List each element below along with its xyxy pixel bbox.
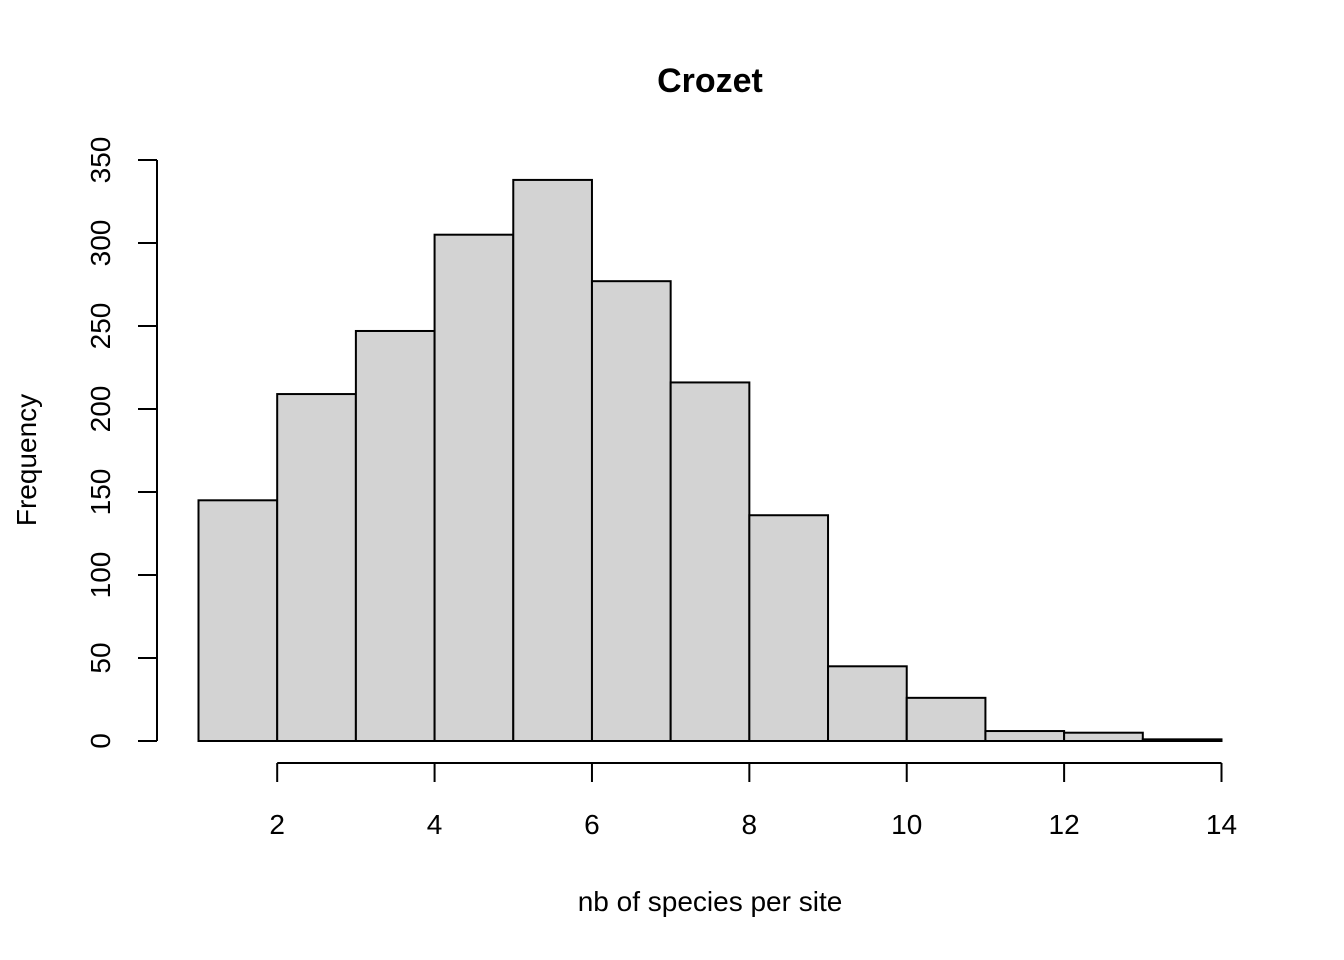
x-tick-label: 6	[584, 809, 600, 840]
x-tick-label: 12	[1049, 809, 1080, 840]
histogram-bar	[748, 514, 830, 742]
histogram-bar	[590, 280, 672, 742]
y-axis-label: Frequency	[11, 394, 42, 526]
y-tick-label: 100	[85, 552, 116, 599]
histogram-bar	[905, 696, 987, 743]
x-axis: 2 4 6 8 10 12 14	[269, 762, 1237, 840]
x-tick-label: 4	[427, 809, 443, 840]
histogram-bar	[669, 381, 751, 742]
histogram-bar	[276, 393, 357, 742]
y-tick-label: 300	[85, 220, 116, 267]
histogram-bar	[827, 665, 908, 742]
x-axis-label: nb of species per site	[578, 886, 843, 917]
histogram-bar	[984, 730, 1066, 742]
y-tick-label: 150	[85, 469, 116, 516]
y-tick-label: 250	[85, 303, 116, 350]
y-tick-label: 0	[85, 733, 116, 749]
histogram-bar	[197, 499, 279, 742]
histogram-bar	[433, 233, 515, 742]
x-tick-label: 10	[891, 809, 922, 840]
y-tick-label: 350	[85, 137, 116, 184]
bars-group	[197, 178, 1223, 743]
y-axis: 0 50 100 150 200 250 300 350	[85, 137, 158, 749]
y-tick-label: 200	[85, 386, 116, 433]
histogram-bar	[1141, 738, 1223, 743]
histogram-bar	[512, 178, 593, 743]
x-tick-label: 2	[269, 809, 285, 840]
x-tick-label: 14	[1206, 809, 1237, 840]
histogram-bar	[1063, 731, 1144, 743]
histogram-bar	[354, 329, 436, 742]
chart-title: Crozet	[657, 62, 763, 100]
x-tick-label: 8	[742, 809, 758, 840]
y-tick-label: 50	[85, 642, 116, 673]
